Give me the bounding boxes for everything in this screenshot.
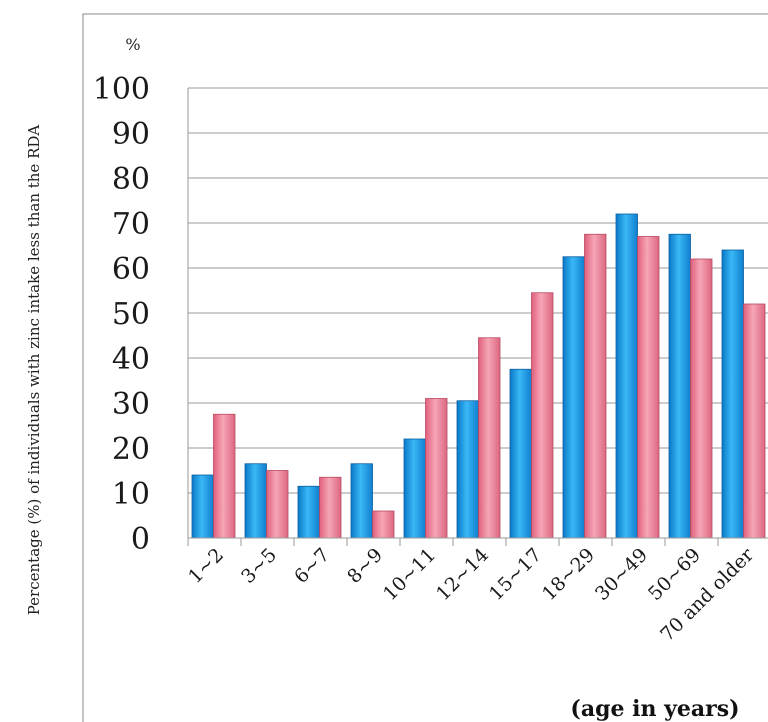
y-tick-labels: 0 10 20 30 40 50 60 70 80 90 100: [93, 72, 150, 557]
y-tick-label-70: 70: [112, 207, 150, 242]
bar-15~17-s2: [531, 292, 554, 539]
bar-18~29-s2: [584, 233, 607, 539]
bar-6~7-s2: [319, 476, 342, 539]
bar-30~49-s1: [615, 213, 638, 539]
bar-70 and older-s2: [743, 303, 766, 539]
bar-10~11-s1: [403, 438, 426, 539]
bar-8~9-s2: [372, 510, 395, 539]
bar-15~17-s1: [509, 368, 532, 539]
bar-12~14-s2: [478, 337, 501, 539]
x-axis-title: (age in years): [570, 696, 739, 722]
bar-8~9-s1: [350, 463, 373, 539]
chart-frame: [82, 13, 768, 722]
y-tick-label-90: 90: [112, 117, 150, 152]
bar-3~5-s2: [266, 470, 289, 539]
bar-50~69-s2: [690, 258, 713, 539]
y-axis-unit: %: [125, 35, 140, 54]
bar-1~2-s2: [213, 413, 236, 539]
bar-3~5-s1: [244, 463, 267, 539]
y-tick-label-0: 0: [131, 522, 150, 557]
y-tick-label-10: 10: [112, 477, 150, 512]
bar-70 and older-s1: [721, 249, 744, 539]
y-tick-label-80: 80: [112, 162, 150, 197]
bar-1~2-s1: [191, 474, 214, 539]
bar-50~69-s1: [668, 233, 691, 539]
y-tick-label-20: 20: [112, 432, 150, 467]
x-tick-marks: [187, 537, 768, 546]
y-tick-label-100: 100: [93, 72, 150, 107]
y-tick-label-30: 30: [112, 387, 150, 422]
bar-12~14-s1: [456, 400, 479, 539]
bar-10~11-s2: [425, 398, 448, 539]
bar-6~7-s1: [297, 485, 320, 539]
bars: [191, 213, 766, 539]
y-tick-label-40: 40: [112, 342, 150, 377]
y-tick-label-50: 50: [112, 297, 150, 332]
bar-18~29-s1: [562, 256, 585, 539]
y-tick-label-60: 60: [112, 252, 150, 287]
bar-30~49-s2: [637, 236, 660, 539]
y-axis-title: Percentage (%) of individuals with zinc …: [25, 125, 43, 616]
